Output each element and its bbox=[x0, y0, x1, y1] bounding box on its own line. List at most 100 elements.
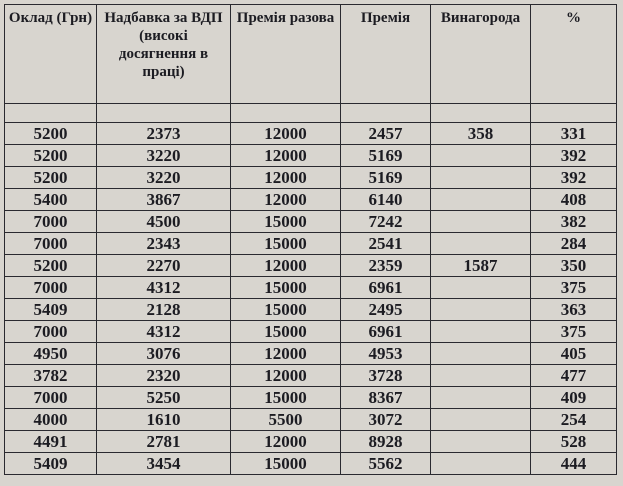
cell: 15000 bbox=[230, 210, 341, 233]
table-row: 5409 2128 15000 2495 363 bbox=[4, 298, 617, 321]
cell bbox=[430, 232, 531, 255]
cell: 2320 bbox=[96, 364, 231, 387]
cell bbox=[430, 430, 531, 453]
cell: 5200 bbox=[4, 166, 97, 189]
cell: 6140 bbox=[340, 188, 431, 211]
cell: 5400 bbox=[4, 188, 97, 211]
cell: 405 bbox=[530, 342, 617, 365]
cell: 375 bbox=[530, 276, 617, 299]
cell: 2359 bbox=[340, 254, 431, 277]
cell: 7000 bbox=[4, 386, 97, 409]
cell: 350 bbox=[530, 254, 617, 277]
cell: 3454 bbox=[96, 452, 231, 475]
cell: 358 bbox=[430, 122, 531, 145]
table-row: 5200 3220 12000 5169 392 bbox=[4, 166, 617, 189]
cell: 15000 bbox=[230, 386, 341, 409]
cell bbox=[430, 408, 531, 431]
cell: 408 bbox=[530, 188, 617, 211]
table-row: 4000 1610 5500 3072 254 bbox=[4, 408, 617, 431]
data-table: Оклад (Грн) Надбавка за ВДП (високі досяг… bbox=[4, 4, 617, 475]
blank-row bbox=[4, 103, 617, 123]
cell bbox=[230, 103, 341, 123]
cell: 477 bbox=[530, 364, 617, 387]
cell: 12000 bbox=[230, 144, 341, 167]
cell: 5169 bbox=[340, 144, 431, 167]
cell: 444 bbox=[530, 452, 617, 475]
table-row: 7000 4312 15000 6961 375 bbox=[4, 276, 617, 299]
cell: 5250 bbox=[96, 386, 231, 409]
cell: 3072 bbox=[340, 408, 431, 431]
cell: 254 bbox=[530, 408, 617, 431]
cell bbox=[430, 276, 531, 299]
table-row: 5409 3454 15000 5562 444 bbox=[4, 452, 617, 475]
header-cell: Премія bbox=[340, 4, 431, 104]
cell: 1610 bbox=[96, 408, 231, 431]
cell: 15000 bbox=[230, 320, 341, 343]
cell: 8928 bbox=[340, 430, 431, 453]
cell: 3076 bbox=[96, 342, 231, 365]
cell: 3220 bbox=[96, 144, 231, 167]
cell: 2373 bbox=[96, 122, 231, 145]
table-row: 4950 3076 12000 4953 405 bbox=[4, 342, 617, 365]
cell bbox=[340, 103, 431, 123]
cell: 15000 bbox=[230, 276, 341, 299]
cell: 12000 bbox=[230, 430, 341, 453]
header-row: Оклад (Грн) Надбавка за ВДП (високі досяг… bbox=[4, 4, 617, 104]
cell: 5200 bbox=[4, 122, 97, 145]
cell: 15000 bbox=[230, 452, 341, 475]
cell bbox=[430, 386, 531, 409]
cell: 4500 bbox=[96, 210, 231, 233]
cell: 2343 bbox=[96, 232, 231, 255]
cell: 15000 bbox=[230, 298, 341, 321]
cell: 2457 bbox=[340, 122, 431, 145]
header-cell: Оклад (Грн) bbox=[4, 4, 97, 104]
cell bbox=[430, 103, 531, 123]
table-row: 7000 4500 15000 7242 382 bbox=[4, 210, 617, 233]
cell bbox=[430, 452, 531, 475]
cell: 12000 bbox=[230, 122, 341, 145]
cell: 5409 bbox=[4, 298, 97, 321]
cell: 4950 bbox=[4, 342, 97, 365]
table-body: 5200 2373 12000 2457 358 331 5200 3220 12000 5169… bbox=[4, 103, 617, 475]
table-row: 5400 3867 12000 6140 408 bbox=[4, 188, 617, 211]
cell: 7000 bbox=[4, 276, 97, 299]
header-cell: % bbox=[530, 4, 617, 104]
cell: 2781 bbox=[96, 430, 231, 453]
cell bbox=[430, 210, 531, 233]
cell bbox=[430, 320, 531, 343]
cell: 3220 bbox=[96, 166, 231, 189]
cell bbox=[96, 103, 231, 123]
header-cell: Премія разова bbox=[230, 4, 341, 104]
cell: 4953 bbox=[340, 342, 431, 365]
cell: 382 bbox=[530, 210, 617, 233]
cell: 7000 bbox=[4, 210, 97, 233]
cell bbox=[530, 103, 617, 123]
cell: 2541 bbox=[340, 232, 431, 255]
cell: 12000 bbox=[230, 364, 341, 387]
cell: 5200 bbox=[4, 254, 97, 277]
cell: 4491 bbox=[4, 430, 97, 453]
cell: 3728 bbox=[340, 364, 431, 387]
cell bbox=[430, 298, 531, 321]
cell: 3782 bbox=[4, 364, 97, 387]
document: Оклад (Грн) Надбавка за ВДП (високі досяг… bbox=[4, 4, 617, 475]
cell: 2128 bbox=[96, 298, 231, 321]
table-row: 4491 2781 12000 8928 528 bbox=[4, 430, 617, 453]
cell: 409 bbox=[530, 386, 617, 409]
cell: 15000 bbox=[230, 232, 341, 255]
cell: 284 bbox=[530, 232, 617, 255]
table-row: 5200 2373 12000 2457 358 331 bbox=[4, 122, 617, 145]
cell: 4312 bbox=[96, 320, 231, 343]
cell: 375 bbox=[530, 320, 617, 343]
cell: 5200 bbox=[4, 144, 97, 167]
table-row: 7000 5250 15000 8367 409 bbox=[4, 386, 617, 409]
cell: 392 bbox=[530, 166, 617, 189]
cell: 392 bbox=[530, 144, 617, 167]
table-row: 7000 2343 15000 2541 284 bbox=[4, 232, 617, 255]
cell bbox=[430, 342, 531, 365]
cell: 12000 bbox=[230, 342, 341, 365]
cell: 5169 bbox=[340, 166, 431, 189]
cell bbox=[430, 188, 531, 211]
cell bbox=[4, 103, 97, 123]
